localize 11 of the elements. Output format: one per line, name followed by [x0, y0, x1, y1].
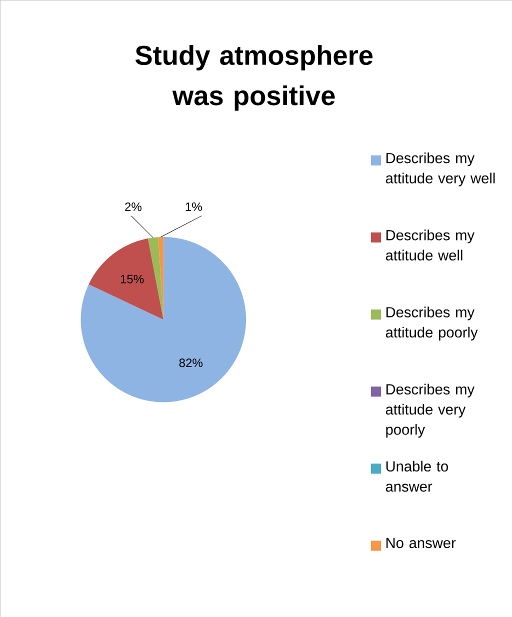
- legend-label: Describes my attitude well: [386, 230, 474, 260]
- data-label: 2%: [124, 202, 142, 211]
- legend-label: Unable to answer: [386, 460, 448, 492]
- chart-title: Study atmosphere was positive: [135, 45, 372, 111]
- data-label: 1%: [186, 202, 202, 211]
- legend-label: Describes my attitude poorly: [386, 306, 478, 340]
- legend-label: Describes my attitude very well: [386, 152, 495, 186]
- legend-label: No answer: [386, 538, 456, 548]
- data-label: 15%: [120, 274, 144, 284]
- data-label: 82%: [179, 358, 202, 368]
- legend-label: Describes my attitude very poorly: [386, 384, 474, 438]
